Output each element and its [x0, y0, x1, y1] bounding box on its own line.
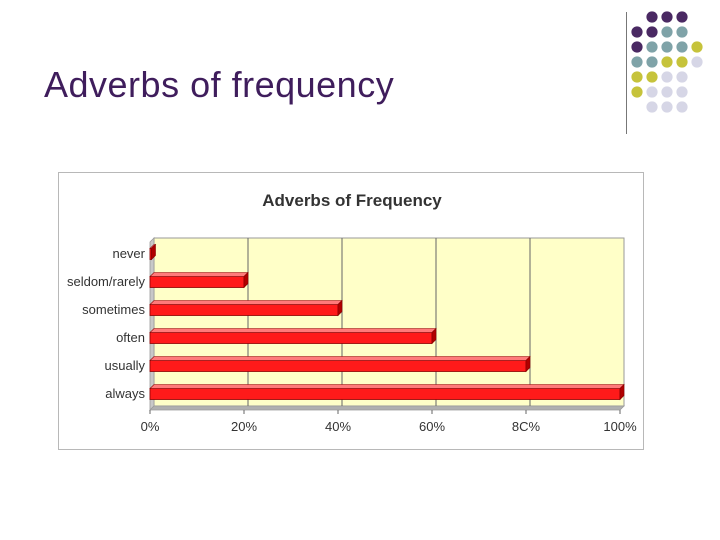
decorative-dot	[661, 56, 673, 68]
y-tick-label: often	[116, 330, 145, 345]
decorative-dot-grid	[631, 11, 703, 113]
bar	[149, 332, 433, 344]
decorative-dot	[631, 26, 643, 38]
bar	[149, 388, 621, 400]
y-tick-label: never	[112, 246, 145, 261]
decorative-dot	[661, 26, 673, 38]
bar-end-face	[525, 355, 531, 373]
x-tick-label: 60%	[419, 419, 445, 434]
decorative-dot	[646, 26, 658, 38]
decorative-dot	[661, 101, 673, 113]
plot-side-wall	[149, 237, 155, 411]
bar-top-face	[149, 384, 625, 389]
decorative-dot	[691, 56, 703, 68]
decorative-dot	[646, 71, 658, 83]
decorative-dot	[631, 56, 643, 68]
bar-end-face	[337, 299, 343, 317]
bar-top-face	[149, 356, 531, 361]
title-divider	[626, 12, 627, 134]
decorative-dot	[646, 86, 658, 98]
decorative-dot	[676, 11, 688, 23]
decorative-dot	[646, 41, 658, 53]
bar-end-face	[243, 271, 249, 289]
y-tick-label: always	[105, 386, 145, 401]
bar	[149, 360, 527, 372]
x-tick-label: 100%	[603, 419, 637, 434]
chart-frame: Adverbs of Frequency 0% 20% 40% 60% 8C% 100% n…	[58, 172, 644, 450]
decorative-dot	[646, 101, 658, 113]
decorative-dot	[676, 41, 688, 53]
decorative-dot	[631, 41, 643, 53]
bar-top-face	[149, 300, 343, 305]
x-tick-label: 8C%	[512, 419, 541, 434]
x-tick-label: 20%	[231, 419, 257, 434]
bar-end-face	[151, 243, 156, 261]
decorative-dot	[631, 86, 643, 98]
bar-top-face	[149, 272, 249, 277]
decorative-dot	[661, 11, 673, 23]
bar	[149, 276, 245, 288]
decorative-dot	[691, 41, 703, 53]
decorative-dot	[646, 56, 658, 68]
bar-top-face	[149, 328, 437, 333]
decorative-dot	[676, 71, 688, 83]
chart-title: Adverbs of Frequency	[262, 191, 442, 210]
decorative-dot	[676, 26, 688, 38]
decorative-dot	[661, 86, 673, 98]
bar-end-face	[431, 327, 437, 345]
decorative-dot	[661, 41, 673, 53]
slide-title: Adverbs of frequency	[44, 64, 395, 105]
x-tick-label: 40%	[325, 419, 351, 434]
decorative-dot	[646, 11, 658, 23]
bar	[149, 304, 339, 316]
y-tick-label: usually	[105, 358, 146, 373]
plot-floor	[149, 405, 625, 411]
bar-end-face	[619, 383, 625, 401]
plot-area	[153, 237, 625, 407]
decorative-dot	[676, 101, 688, 113]
y-tick-label: seldom/rarely	[67, 274, 146, 289]
decorative-dot	[676, 56, 688, 68]
x-tick-label: 0%	[141, 419, 160, 434]
decorative-dot	[631, 71, 643, 83]
decorative-dot	[676, 86, 688, 98]
bar-chart: Adverbs of Frequency 0% 20% 40% 60% 8C% 100% n…	[67, 191, 637, 434]
y-tick-label: sometimes	[82, 302, 145, 317]
decorative-dot	[661, 71, 673, 83]
